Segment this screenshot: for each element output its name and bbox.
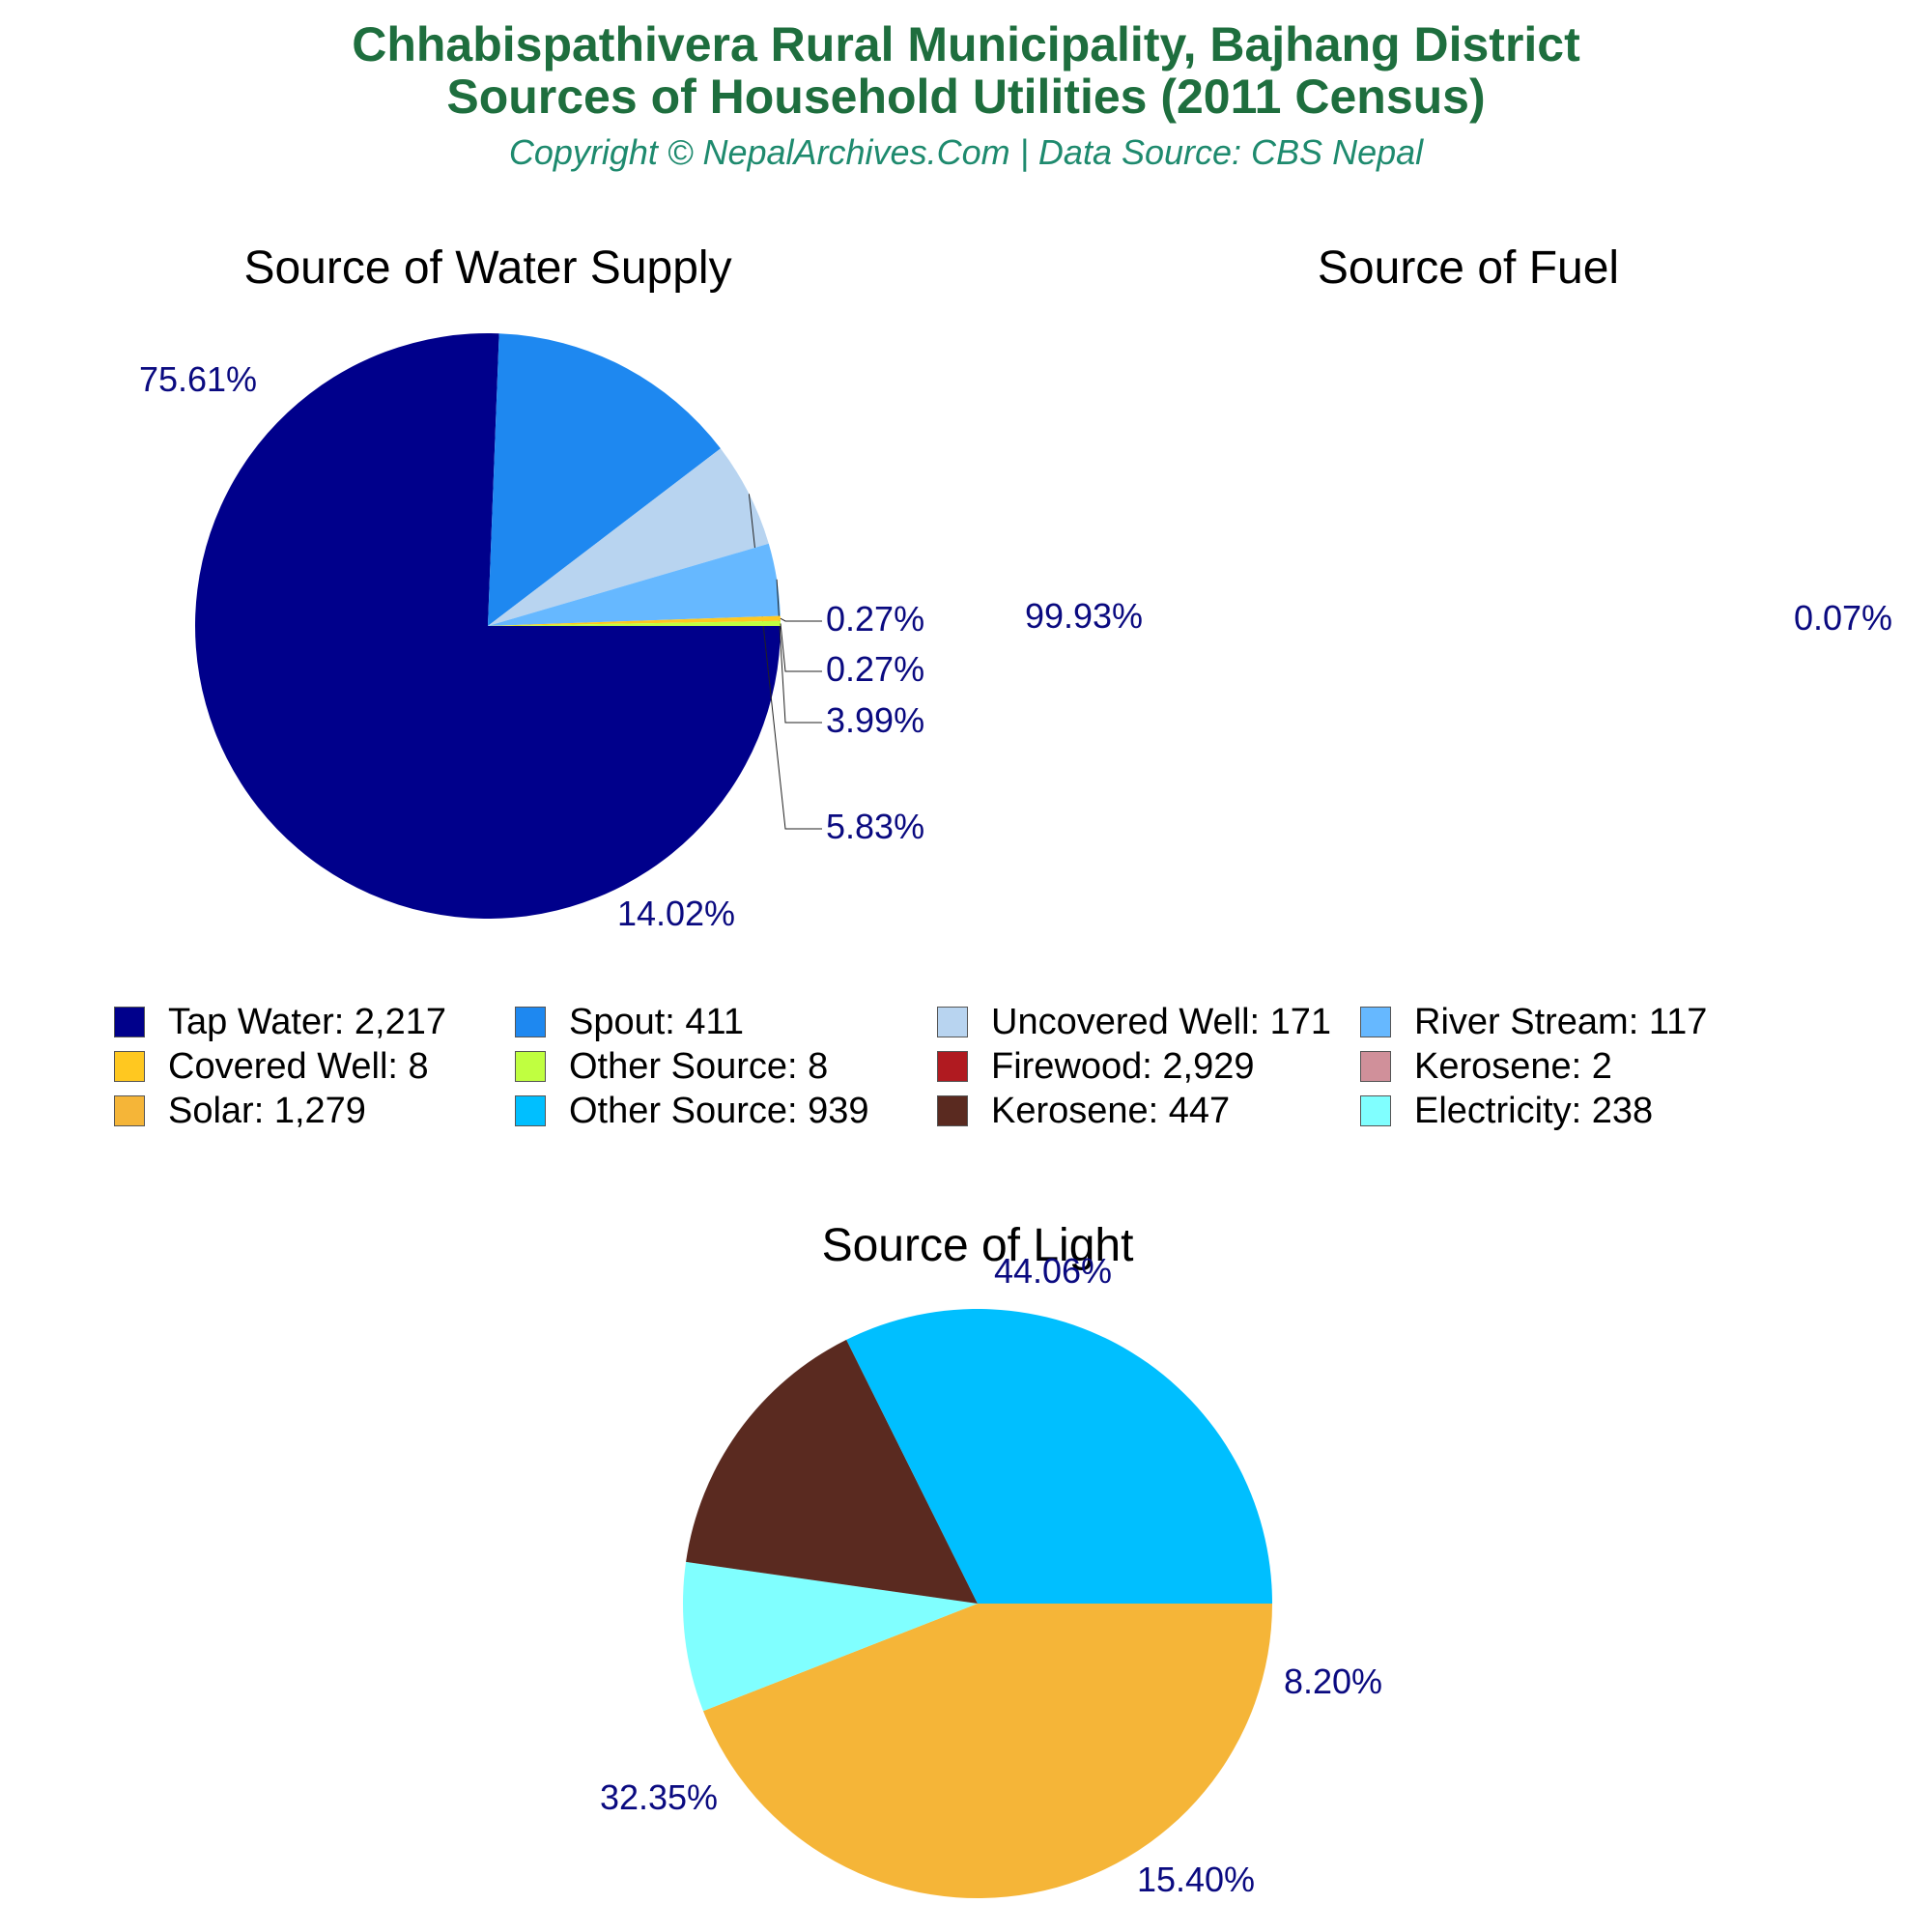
leader-line xyxy=(776,579,822,724)
legend-label: Kerosene: 2 xyxy=(1414,1045,1612,1087)
legend-swatch xyxy=(515,1095,546,1126)
data-label: 8.20% xyxy=(1284,1662,1382,1701)
legend-swatch xyxy=(1360,1007,1391,1037)
data-label: 0.27% xyxy=(826,599,924,639)
data-label: 0.07% xyxy=(1794,598,1892,638)
legend-item: Tap Water: 2,217 xyxy=(114,1001,446,1042)
legend-label: River Stream: 117 xyxy=(1414,1001,1708,1042)
legend-item: Spout: 411 xyxy=(515,1001,745,1042)
pie-title: Source of Water Supply xyxy=(243,242,731,294)
legend-item: Covered Well: 8 xyxy=(114,1045,429,1087)
data-label: 3.99% xyxy=(826,700,924,740)
pie-slice xyxy=(846,1308,1272,1604)
pie-slice xyxy=(686,1339,978,1604)
legend-label: Kerosene: 447 xyxy=(991,1090,1231,1131)
legend-item: Firewood: 2,929 xyxy=(937,1045,1255,1087)
legend-swatch xyxy=(515,1007,546,1037)
legend-item: River Stream: 117 xyxy=(1360,1001,1708,1042)
legend-label: Covered Well: 8 xyxy=(168,1045,429,1087)
data-label: 15.40% xyxy=(1137,1860,1255,1899)
pie-slice xyxy=(195,333,781,920)
pie-slice xyxy=(488,615,781,626)
pie-slice xyxy=(488,448,769,626)
legend-item: Other Source: 939 xyxy=(515,1090,869,1131)
legend-label: Tap Water: 2,217 xyxy=(168,1001,446,1042)
pie-slice xyxy=(682,1561,978,1712)
legend-item: Electricity: 238 xyxy=(1360,1090,1654,1131)
legend-swatch xyxy=(114,1007,145,1037)
legend-label: Spout: 411 xyxy=(569,1001,745,1042)
data-label: 99.93% xyxy=(1025,596,1143,636)
pie-slice xyxy=(488,543,781,626)
legend-item: Uncovered Well: 171 xyxy=(937,1001,1332,1042)
pie-slice xyxy=(488,333,721,626)
data-label: 5.83% xyxy=(826,807,924,846)
chart-title-line1: Chhabispathivera Rural Municipality, Baj… xyxy=(352,17,1580,71)
pie-chart-1: Source of Water Supply 75.61% 14.02% 5.83% 3… xyxy=(139,242,924,933)
data-label: 32.35% xyxy=(600,1777,718,1817)
legend-label: Uncovered Well: 171 xyxy=(991,1001,1332,1042)
legend-swatch xyxy=(937,1095,968,1126)
legend-label: Firewood: 2,929 xyxy=(991,1045,1255,1087)
pie-title: Source of Light xyxy=(822,1220,1134,1271)
legend-item: Kerosene: 447 xyxy=(937,1090,1231,1131)
pie-chart-2: Source of Fuel 99.93% 0.07% xyxy=(1025,242,1892,638)
legend-label: Other Source: 939 xyxy=(569,1090,869,1131)
data-label: 14.02% xyxy=(617,894,735,933)
chart-title-line2: Sources of Household Utilities (2011 Cen… xyxy=(446,70,1486,124)
legend-item: Other Source: 8 xyxy=(515,1045,829,1087)
legend-label: Electricity: 238 xyxy=(1414,1090,1654,1131)
legend-swatch xyxy=(114,1095,145,1126)
leader-line xyxy=(780,623,822,672)
legend-swatch xyxy=(937,1051,968,1082)
legend-swatch xyxy=(937,1007,968,1037)
legend-swatch xyxy=(515,1051,546,1082)
pie-slice xyxy=(488,620,781,626)
legend-item: Kerosene: 2 xyxy=(1360,1045,1612,1087)
legend-swatch xyxy=(114,1051,145,1082)
legend-item: Solar: 1,279 xyxy=(114,1090,366,1131)
leader-line xyxy=(780,617,822,622)
data-label: 44.06% xyxy=(994,1251,1112,1291)
pie-title: Source of Fuel xyxy=(1318,242,1619,294)
legend-label: Other Source: 8 xyxy=(569,1045,829,1087)
pie-slice xyxy=(703,1604,1272,1899)
legend-label: Solar: 1,279 xyxy=(168,1090,366,1131)
data-label: 75.61% xyxy=(139,359,257,399)
data-label: 0.27% xyxy=(826,649,924,689)
legend-swatch xyxy=(1360,1095,1391,1126)
legend-swatch xyxy=(1360,1051,1391,1082)
copyright-subtitle: Copyright © NepalArchives.Com | Data Sou… xyxy=(508,132,1424,172)
